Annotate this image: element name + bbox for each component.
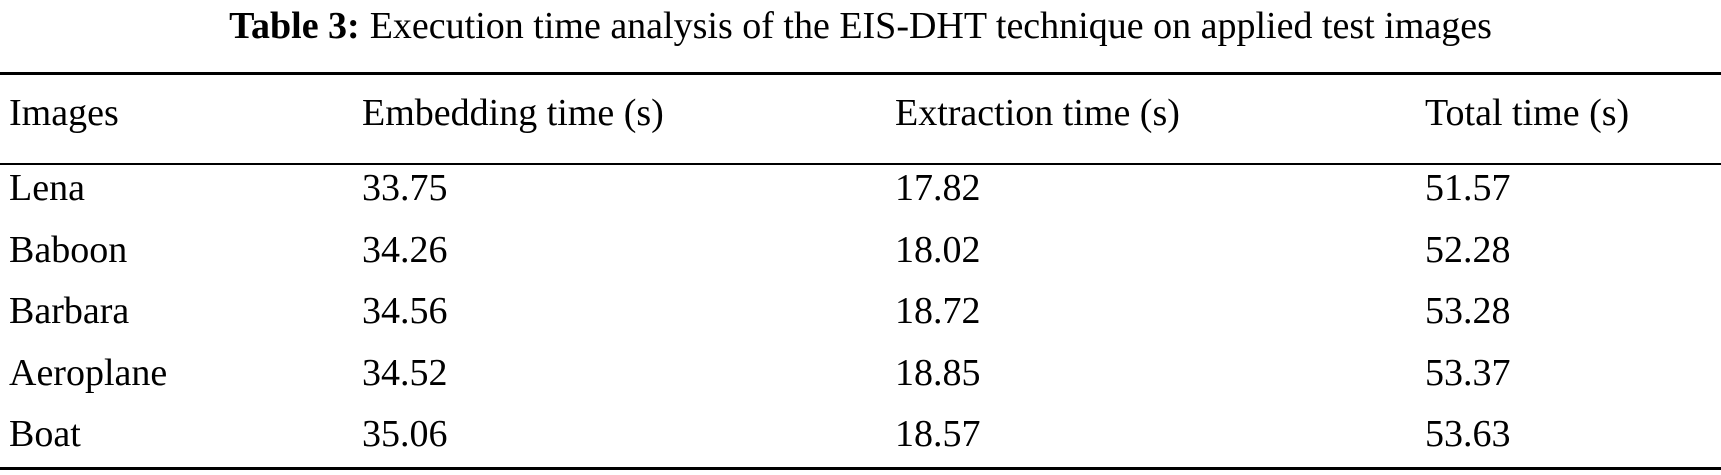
- cell-image: Aeroplane: [9, 351, 168, 394]
- cell-total-time: 53.28: [1425, 290, 1511, 332]
- table-row: Baboon 34.26 18.02 52.28: [0, 220, 1721, 281]
- header-images: Images: [9, 92, 119, 134]
- table-row: Boat 35.06 18.57 53.63: [0, 404, 1721, 465]
- header-extraction-time: Extraction time (s): [895, 92, 1180, 134]
- cell-image: Boat: [9, 413, 81, 455]
- cell-image: Baboon: [9, 228, 128, 271]
- table-row: Barbara 34.56 18.72 53.28: [0, 281, 1721, 342]
- cell-total-time: 53.37: [1425, 351, 1511, 394]
- bottom-rule: [0, 467, 1721, 470]
- caption-text: Execution time analysis of the EIS-DHT t…: [369, 5, 1492, 47]
- cell-embedding-time: 33.75: [362, 167, 448, 209]
- table-caption: Table 3: Execution time analysis of the E…: [0, 4, 1721, 48]
- cell-extraction-time: 17.82: [895, 167, 981, 209]
- cell-embedding-time: 35.06: [362, 413, 448, 455]
- cell-embedding-time: 34.26: [362, 228, 448, 271]
- header-rule: [0, 163, 1721, 165]
- cell-total-time: 53.63: [1425, 413, 1511, 455]
- cell-extraction-time: 18.57: [895, 413, 981, 455]
- cell-extraction-time: 18.72: [895, 290, 981, 332]
- caption-label: Table 3:: [229, 5, 360, 47]
- table-row: Aeroplane 34.52 18.85 53.37: [0, 343, 1721, 404]
- cell-total-time: 51.57: [1425, 167, 1511, 209]
- table-row: Lena 33.75 17.82 51.57: [0, 158, 1721, 219]
- cell-extraction-time: 18.02: [895, 228, 981, 271]
- cell-image: Barbara: [9, 290, 130, 332]
- cell-image: Lena: [9, 167, 85, 209]
- header-row: Images Embedding time (s) Extraction tim…: [0, 83, 1721, 144]
- header-embedding-time: Embedding time (s): [362, 92, 664, 134]
- cell-extraction-time: 18.85: [895, 351, 981, 394]
- cell-total-time: 52.28: [1425, 228, 1511, 271]
- cell-embedding-time: 34.56: [362, 290, 448, 332]
- header-total-time: Total time (s): [1425, 92, 1630, 134]
- top-rule: [0, 72, 1721, 75]
- cell-embedding-time: 34.52: [362, 351, 448, 394]
